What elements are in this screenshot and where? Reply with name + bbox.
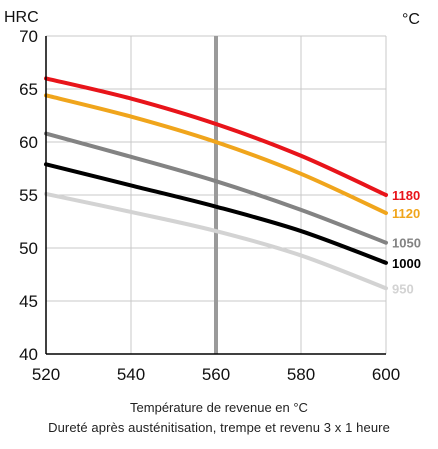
series-label-1000: 1000 [392, 256, 421, 271]
chart-caption: Dureté après austénitisation, trempe et … [48, 420, 390, 435]
series-label-950: 950 [392, 281, 414, 296]
series-label-1180: 1180 [392, 188, 420, 203]
series-line-1050 [44, 131, 388, 245]
x-tick-label-560: 560 [202, 365, 230, 384]
y-tick-label-40: 40 [19, 345, 38, 364]
legend-title: °C [402, 11, 420, 28]
labels: 1180 1120 1050 1000 950 40 45 50 55 60 65 70 520 540 5… [19, 27, 421, 384]
x-tick-label-540: 540 [117, 365, 145, 384]
series-line-950 [44, 191, 388, 291]
series-label-1050: 1050 [392, 236, 421, 251]
series-line-1120 [44, 93, 388, 216]
x-tick-label-520: 520 [32, 365, 60, 384]
y-tick-label-65: 65 [19, 80, 38, 99]
y-tick-label-45: 45 [19, 292, 38, 311]
series-line-1180 [44, 76, 388, 197]
series-layer [44, 76, 388, 291]
y-tick-label-50: 50 [19, 239, 38, 258]
series-label-1120: 1120 [392, 206, 420, 221]
x-tick-label-580: 580 [287, 365, 315, 384]
y-tick-label-60: 60 [19, 133, 38, 152]
chart-canvas: 1180 1120 1050 1000 950 40 45 50 55 60 65 70 520 540 5… [4, 9, 421, 384]
series-line-1000 [44, 162, 388, 265]
y-tick-label-70: 70 [19, 27, 38, 46]
x-axis-label: Température de revenue en °C [130, 400, 308, 415]
y-tick-label-55: 55 [19, 186, 38, 205]
axes [45, 36, 386, 355]
y-axis-label: HRC [4, 9, 39, 26]
x-tick-label-600: 600 [372, 365, 400, 384]
